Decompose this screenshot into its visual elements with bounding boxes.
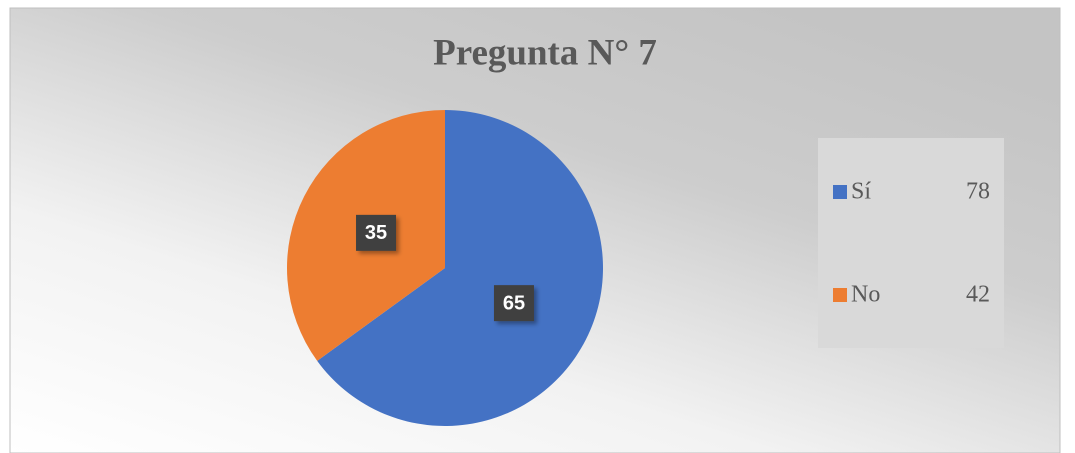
legend-value: 78 <box>966 179 990 205</box>
legend-label: No <box>851 282 880 308</box>
legend-swatch <box>833 185 847 199</box>
legend-swatch <box>833 288 847 302</box>
chart-title: Pregunta N° 7 <box>433 32 657 73</box>
data-label: 65 <box>503 292 525 314</box>
data-label-box <box>356 214 397 251</box>
data-label-box <box>493 285 534 322</box>
data-label: 35 <box>365 222 387 244</box>
legend <box>818 138 1004 348</box>
pie-slice <box>317 110 604 426</box>
legend-label: Sí <box>851 179 871 205</box>
legend-value: 42 <box>966 282 990 308</box>
